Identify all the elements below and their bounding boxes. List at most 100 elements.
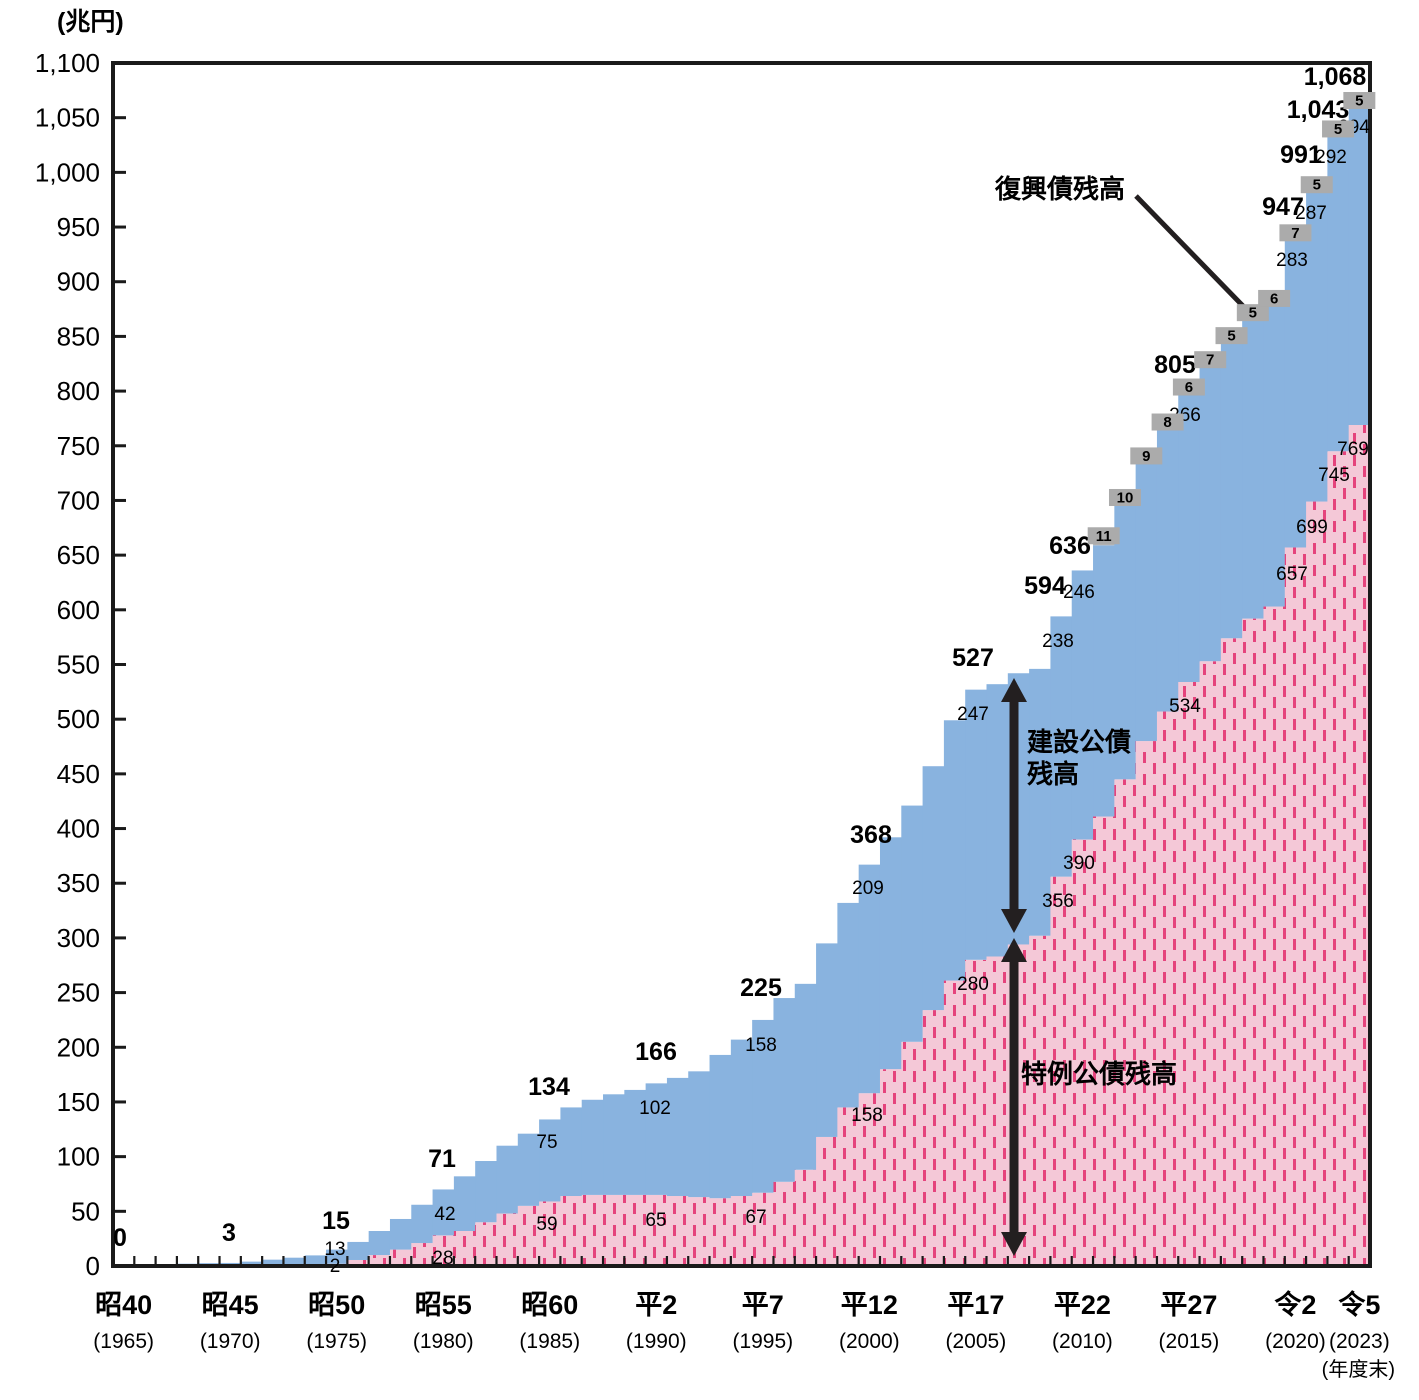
total-value-label: 134 bbox=[528, 1073, 570, 1101]
y-axis-tick-label: 1,100 bbox=[35, 48, 100, 78]
total-value-label: 0 bbox=[113, 1224, 127, 1252]
y-axis-tick-label: 50 bbox=[71, 1196, 100, 1226]
y-axis-tick-label: 300 bbox=[57, 923, 100, 953]
arrow-head-up bbox=[1001, 938, 1027, 962]
special-bond-bar bbox=[922, 1010, 945, 1266]
construction-value-label: 102 bbox=[639, 1098, 671, 1119]
x-axis-year-label: (1985) bbox=[519, 1330, 580, 1353]
construction-bond-bar bbox=[858, 864, 881, 1094]
total-value-label: 166 bbox=[635, 1038, 677, 1066]
construction-bond-bar bbox=[1029, 668, 1052, 936]
construction-bond-bar bbox=[752, 1019, 775, 1193]
special-bond-bar bbox=[1178, 681, 1201, 1266]
special-bond-bar bbox=[1135, 741, 1158, 1266]
construction-bond-bar bbox=[240, 1261, 263, 1266]
special-bond-bar bbox=[645, 1194, 668, 1266]
reconstruction-value-label: 7 bbox=[1291, 225, 1299, 242]
special-value-label: 67 bbox=[745, 1207, 766, 1228]
construction-bond-annotation-line2: 残高 bbox=[1027, 759, 1079, 789]
reconstruction-label-chip bbox=[1130, 447, 1163, 465]
construction-bond-bar bbox=[901, 805, 924, 1042]
special-bond-bar bbox=[688, 1197, 711, 1266]
special-bond-bar bbox=[794, 1169, 817, 1266]
y-axis-tick-label: 150 bbox=[57, 1087, 100, 1117]
total-value-label: 805 bbox=[1154, 351, 1196, 379]
special-bond-bar bbox=[879, 1069, 902, 1266]
construction-bond-bar bbox=[304, 1255, 327, 1266]
y-axis-tick-label: 100 bbox=[57, 1142, 100, 1172]
special-bond-bar bbox=[560, 1196, 583, 1266]
y-axis-tick-label: 400 bbox=[57, 814, 100, 844]
special-value-label: 28 bbox=[432, 1248, 453, 1269]
construction-value-label: 209 bbox=[852, 878, 884, 899]
special-value-label: 699 bbox=[1296, 517, 1328, 538]
construction-value-label: 42 bbox=[434, 1204, 455, 1225]
total-value-label: 527 bbox=[952, 644, 994, 672]
construction-bond-bar bbox=[816, 943, 838, 1137]
y-axis-unit-label: (兆円) bbox=[57, 8, 124, 36]
construction-bond-bar bbox=[1306, 187, 1328, 502]
total-value-label: 991 bbox=[1280, 141, 1322, 169]
construction-bond-bar bbox=[432, 1189, 455, 1236]
x-axis-year-label: (2023) bbox=[1329, 1330, 1390, 1353]
y-axis-tick-label: 950 bbox=[57, 212, 100, 242]
x-axis-year-label: (2015) bbox=[1159, 1330, 1220, 1353]
construction-bond-bar bbox=[1220, 338, 1243, 639]
total-value-label: 15 bbox=[322, 1207, 350, 1235]
x-axis-era-label: 昭55 bbox=[415, 1290, 472, 1320]
construction-value-label: 13 bbox=[324, 1239, 345, 1260]
reconstruction-label-chip bbox=[1215, 327, 1248, 345]
special-bond-bar bbox=[1093, 816, 1115, 1266]
total-value-label: 636 bbox=[1049, 532, 1091, 560]
construction-bond-bar bbox=[922, 766, 945, 1011]
special-bond-bar bbox=[1029, 935, 1052, 1266]
special-bond-bar bbox=[539, 1201, 562, 1266]
reconstruction-value-label: 5 bbox=[1313, 177, 1321, 194]
special-value-label: 158 bbox=[851, 1105, 883, 1126]
special-bond-bar bbox=[453, 1231, 476, 1266]
construction-bond-bar bbox=[1263, 302, 1286, 607]
y-axis-tick-label: 600 bbox=[57, 595, 100, 625]
x-axis-note: (年度末) bbox=[1322, 1358, 1395, 1381]
construction-value-label: 283 bbox=[1276, 250, 1308, 271]
special-bond-bar bbox=[816, 1136, 838, 1266]
reconstruction-label-chip bbox=[1343, 91, 1376, 109]
y-axis-tick-label: 0 bbox=[86, 1251, 100, 1281]
reconstruction-value-label: 11 bbox=[1096, 528, 1112, 545]
construction-bond-bar bbox=[1050, 616, 1073, 877]
special-bond-bar bbox=[624, 1194, 647, 1266]
x-axis-era-label: 昭50 bbox=[308, 1290, 365, 1320]
y-axis-tick-label: 1,050 bbox=[35, 103, 100, 133]
y-axis-tick-label: 850 bbox=[57, 321, 100, 351]
special-value-label: 534 bbox=[1169, 696, 1201, 717]
special-bond-bar bbox=[837, 1107, 860, 1266]
construction-bond-bar bbox=[1242, 315, 1265, 619]
construction-bond-bar bbox=[475, 1161, 498, 1223]
total-value-label: 368 bbox=[850, 821, 892, 849]
reconstruction-bond-annotation: 復興債残高 bbox=[994, 174, 1125, 204]
x-axis-year-label: (1970) bbox=[200, 1330, 261, 1353]
arrow-head-down bbox=[1001, 1232, 1027, 1256]
construction-bond-bar bbox=[645, 1083, 668, 1195]
special-bond-bar bbox=[1348, 424, 1371, 1266]
construction-bond-bar bbox=[986, 684, 1009, 957]
special-bond-bar bbox=[666, 1196, 689, 1266]
construction-bond-bar bbox=[326, 1249, 348, 1264]
construction-value-label: 238 bbox=[1042, 631, 1074, 652]
construction-bond-bar bbox=[730, 1039, 753, 1197]
reconstruction-label-chip bbox=[1258, 289, 1291, 307]
special-value-label: 657 bbox=[1276, 564, 1308, 585]
construction-bond-bar bbox=[1327, 131, 1350, 452]
construction-bond-bar bbox=[1135, 463, 1158, 742]
special-bond-bar bbox=[1050, 876, 1073, 1266]
x-axis-era-label: 昭40 bbox=[95, 1290, 152, 1320]
construction-bond-bar bbox=[1093, 545, 1115, 817]
y-axis-tick-label: 900 bbox=[57, 267, 100, 297]
construction-bond-bar bbox=[1114, 505, 1137, 780]
x-axis-year-label: (1965) bbox=[93, 1330, 154, 1353]
special-bond-bar bbox=[475, 1222, 498, 1266]
special-bond-bar bbox=[1199, 661, 1222, 1266]
y-axis-tick-label: 200 bbox=[57, 1032, 100, 1062]
